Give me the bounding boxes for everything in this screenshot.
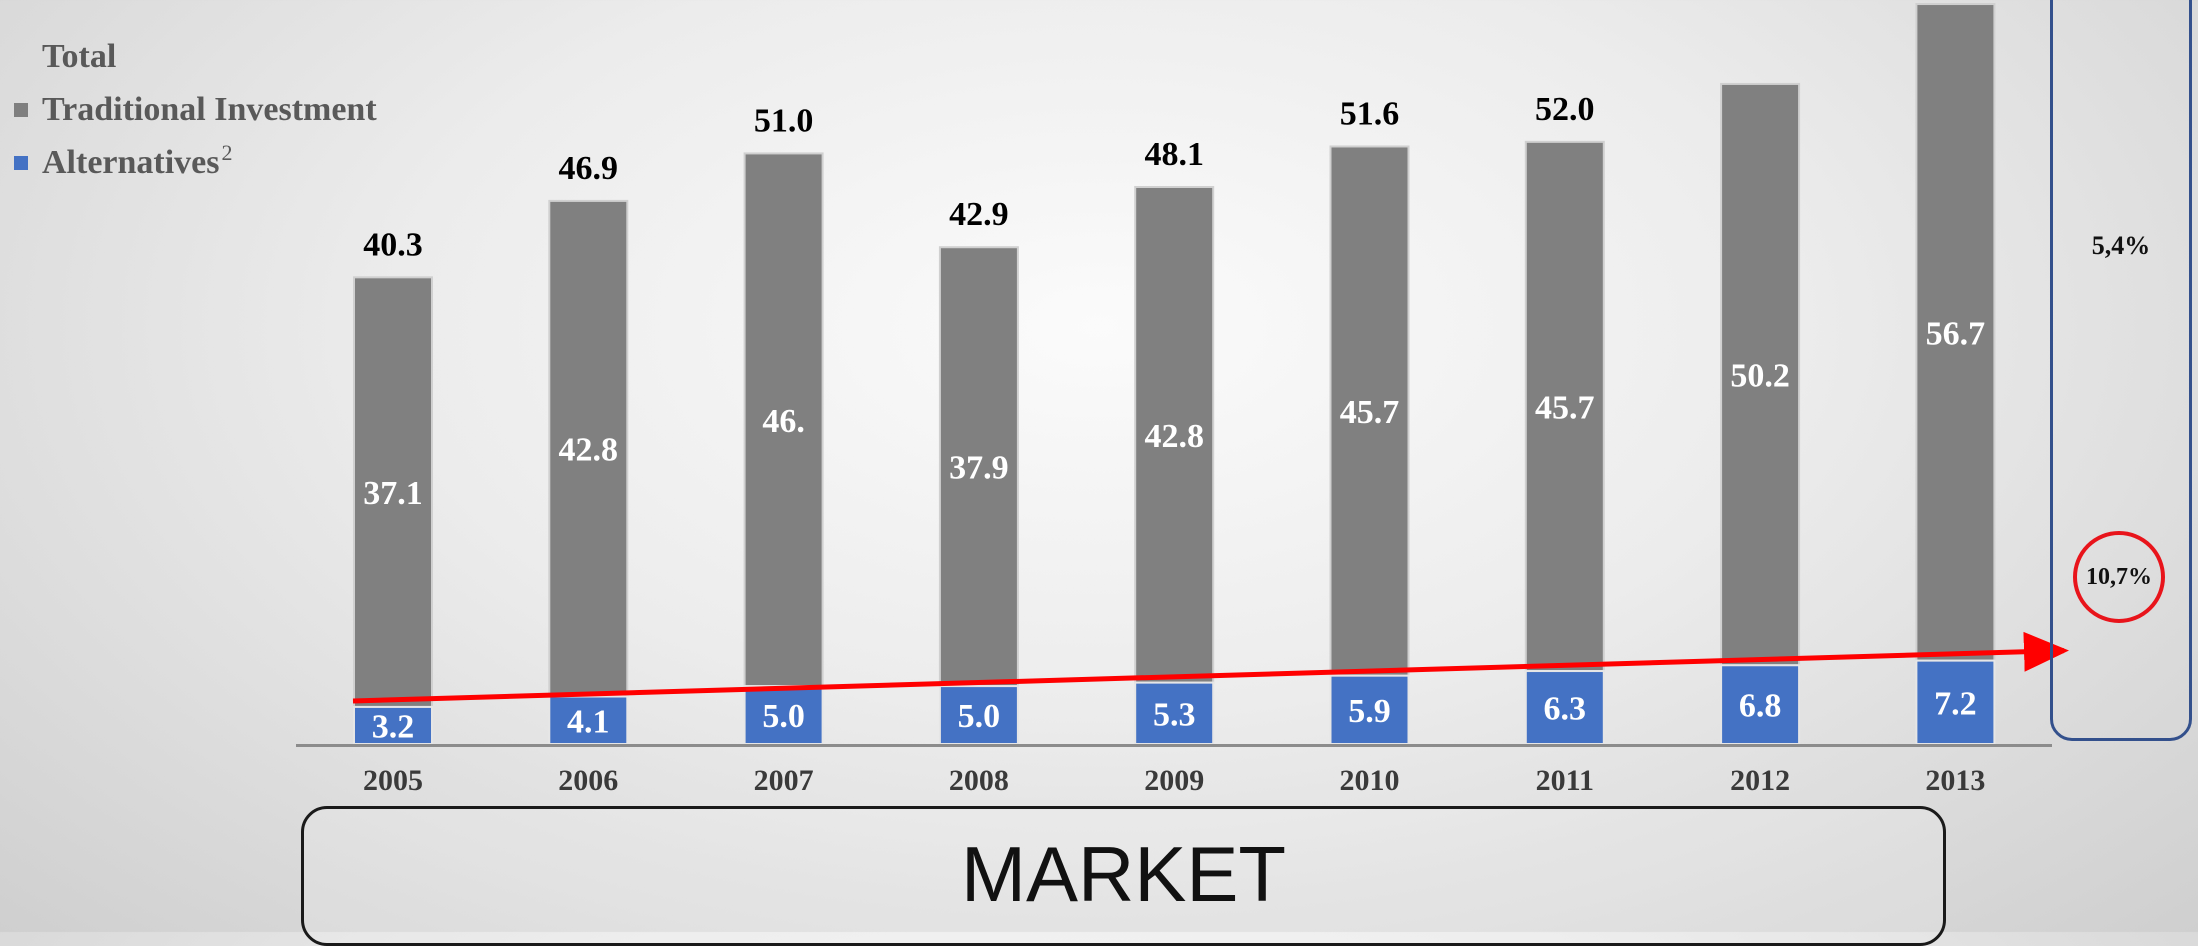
x-tick-label: 2010 — [1340, 764, 1400, 797]
data-label-total: 52.0 — [1535, 91, 1595, 128]
data-label-traditional: 37.1 — [363, 475, 423, 512]
data-label-alternatives: 3.2 — [372, 708, 415, 745]
market-box: MARKET — [301, 806, 1946, 946]
legend-label-traditional: Traditional Investment — [42, 90, 377, 128]
data-label-alternatives: 7.2 — [1934, 685, 1977, 722]
data-label-traditional: 42.8 — [559, 432, 619, 469]
data-label-total: 40.3 — [363, 226, 423, 263]
data-label-alternatives: 5.0 — [762, 698, 805, 735]
data-label-alternatives: 4.1 — [567, 703, 610, 740]
bar-traditional — [1720, 82, 1801, 667]
cagr-alternatives: 10,7% — [2086, 563, 2152, 590]
legend-label-alternatives: Alternatives — [42, 143, 220, 181]
trend-layer — [352, 631, 2069, 704]
data-label-traditional: 37.9 — [949, 450, 1009, 487]
bar-traditional — [1329, 145, 1410, 677]
data-label-alternatives: 5.3 — [1153, 696, 1196, 733]
bars-layer — [353, 3, 1996, 746]
legend-item-total: Total — [14, 30, 377, 83]
x-tick-label: 2011 — [1536, 764, 1594, 797]
data-label-alternatives: 6.3 — [1544, 691, 1587, 728]
labels-layer: 37.1 3.2 40.3 2005 42.8 4.1 46.9 2006 46. 5.0 51.0… — [363, 91, 1985, 797]
data-label-total: 42.9 — [949, 196, 1009, 233]
cagr-box: 5,4% 10,7% — [2050, 0, 2192, 741]
data-label-alternatives: 5.9 — [1348, 693, 1391, 730]
bar-alternatives — [1524, 670, 1605, 746]
legend-label-total: Total — [42, 37, 117, 75]
data-label-alternatives: 6.8 — [1739, 688, 1782, 725]
x-tick-label: 2005 — [363, 764, 423, 797]
data-label-traditional: 56.7 — [1926, 315, 1986, 352]
bar-alternatives — [938, 685, 1019, 745]
legend-swatch-traditional — [14, 102, 28, 117]
bar-alternatives — [548, 695, 629, 745]
x-tick-label: 2012 — [1730, 764, 1790, 797]
bar-traditional — [548, 199, 629, 698]
x-tick-label: 2006 — [558, 764, 618, 797]
data-label-traditional: 45.7 — [1535, 389, 1595, 426]
bar-alternatives — [743, 685, 824, 745]
trend-line — [352, 631, 2069, 704]
data-label-total: 51.0 — [754, 102, 814, 139]
x-tick-label: 2013 — [1925, 764, 1985, 797]
data-label-traditional: 50.2 — [1730, 358, 1790, 395]
data-label-total: 48.1 — [1144, 136, 1204, 173]
market-label: MARKET — [960, 830, 1287, 918]
cagr-traditional: 5,4% — [2091, 231, 2151, 260]
x-tick-label: 2007 — [754, 764, 814, 797]
data-label-total: 46.9 — [559, 150, 619, 187]
bar-alternatives — [1329, 674, 1410, 745]
cagr-alternatives-circle: 10,7% — [2073, 531, 2165, 623]
bar-traditional — [353, 276, 433, 708]
legend-swatch-alternatives — [14, 155, 28, 170]
x-tick-label: 2008 — [949, 764, 1009, 797]
bar-traditional — [1915, 3, 1996, 662]
data-label-alternatives: 5.0 — [958, 698, 1001, 735]
bar-alternatives — [1915, 659, 1996, 746]
data-label-traditional: 45.7 — [1340, 394, 1400, 431]
data-label-traditional: 42.8 — [1144, 418, 1204, 455]
legend-item-traditional: Traditional Investment — [14, 83, 377, 136]
legend: Total Traditional Investment Alternative… — [14, 30, 377, 189]
bar-alternatives — [1134, 681, 1215, 745]
legend-superscript: 2 — [221, 139, 233, 165]
data-label-traditional: 46. — [762, 403, 805, 440]
bar-alternatives — [1720, 664, 1801, 745]
legend-item-alternatives: Alternatives 2 — [14, 136, 377, 189]
x-tick-label: 2009 — [1144, 764, 1204, 797]
data-label-total: 51.6 — [1340, 95, 1400, 132]
